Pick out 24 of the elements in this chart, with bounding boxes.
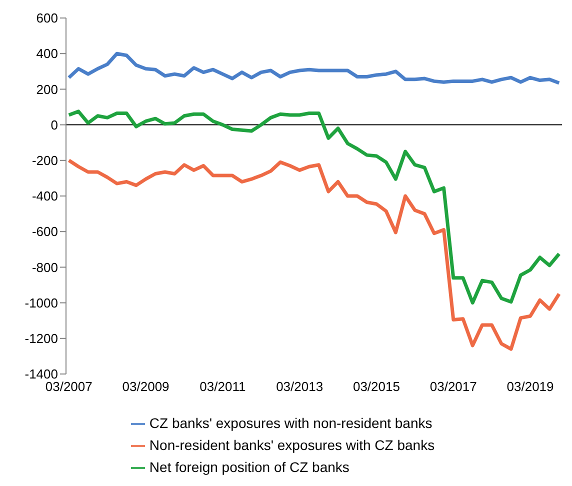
x-tick-label: 03/2013 (276, 379, 324, 394)
x-tick-label: 03/2017 (430, 379, 477, 394)
line-series (67, 110, 561, 305)
y-tick-label: -400 (32, 188, 58, 204)
y-tick-label: 400 (36, 46, 58, 62)
y-tick-label: 200 (36, 82, 58, 97)
x-tick-label: 03/2009 (122, 379, 170, 394)
x-tick-label: 03/2007 (45, 379, 92, 394)
x-tick-label: 03/2015 (352, 379, 400, 394)
y-tick-label: -800 (32, 260, 58, 275)
y-tick-label: -1000 (24, 295, 58, 310)
y-tick-label: -1400 (24, 366, 58, 382)
y-tick-label: -1200 (24, 331, 58, 346)
legend-label: CZ banks' exposures with non-resident banks (149, 415, 432, 431)
legend-label: Non-resident banks' exposures with CZ banks (149, 437, 435, 453)
y-tick-label: -600 (32, 224, 58, 240)
y-tick-label: -200 (32, 153, 58, 168)
y-tick-label: 600 (36, 10, 58, 26)
line-series (67, 52, 561, 85)
x-tick-label: 03/2019 (506, 379, 554, 394)
x-tick-label: 03/2011 (200, 379, 246, 394)
line-series (67, 158, 561, 351)
y-tick-label: 0 (50, 117, 58, 132)
legend-label: Net foreign position of CZ banks (149, 459, 350, 475)
